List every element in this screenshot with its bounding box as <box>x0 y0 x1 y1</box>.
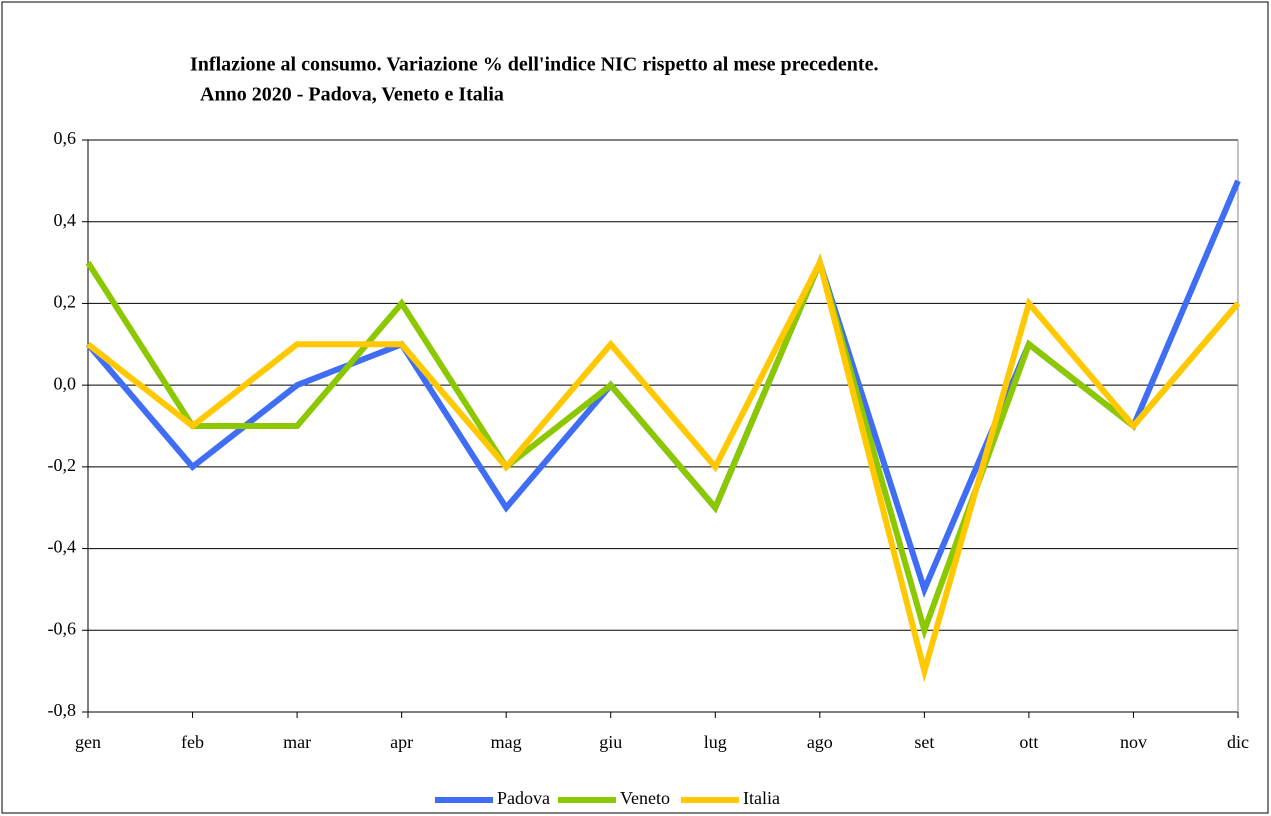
y-tick-label: -0,6 <box>48 618 77 638</box>
x-tick-label: gen <box>75 732 101 752</box>
x-tick-label: dic <box>1227 732 1249 752</box>
x-tick-label: set <box>914 732 934 752</box>
series-line <box>85 253 1241 641</box>
x-tick-label: ott <box>1019 732 1038 752</box>
x-tick-label: mar <box>283 732 311 752</box>
chart-subtitle: Anno 2020 - Padova, Veneto e Italia <box>200 84 504 106</box>
y-tick-label: -0,2 <box>48 455 77 475</box>
legend-label: Italia <box>743 788 780 808</box>
y-tick-label: 0,0 <box>54 373 77 393</box>
y-tick-label: 0,2 <box>54 292 77 312</box>
legend-label: Veneto <box>620 788 670 808</box>
legend-label: Padova <box>497 788 550 808</box>
y-tick-label: -0,8 <box>48 700 77 720</box>
x-tick-label: apr <box>390 732 413 752</box>
x-tick-label: feb <box>181 732 204 752</box>
chart-title: Inflazione al consumo. Variazione % dell… <box>190 54 878 76</box>
x-tick-label: mag <box>491 732 522 752</box>
x-tick-label: ago <box>807 732 833 752</box>
y-tick-label: -0,4 <box>48 537 77 557</box>
x-tick-label: nov <box>1120 732 1147 752</box>
x-tick-label: lug <box>704 732 727 752</box>
y-tick-label: 0,4 <box>54 210 77 230</box>
series-line <box>86 254 1241 683</box>
x-tick-label: giu <box>599 732 622 752</box>
y-tick-label: 0,6 <box>54 128 77 148</box>
